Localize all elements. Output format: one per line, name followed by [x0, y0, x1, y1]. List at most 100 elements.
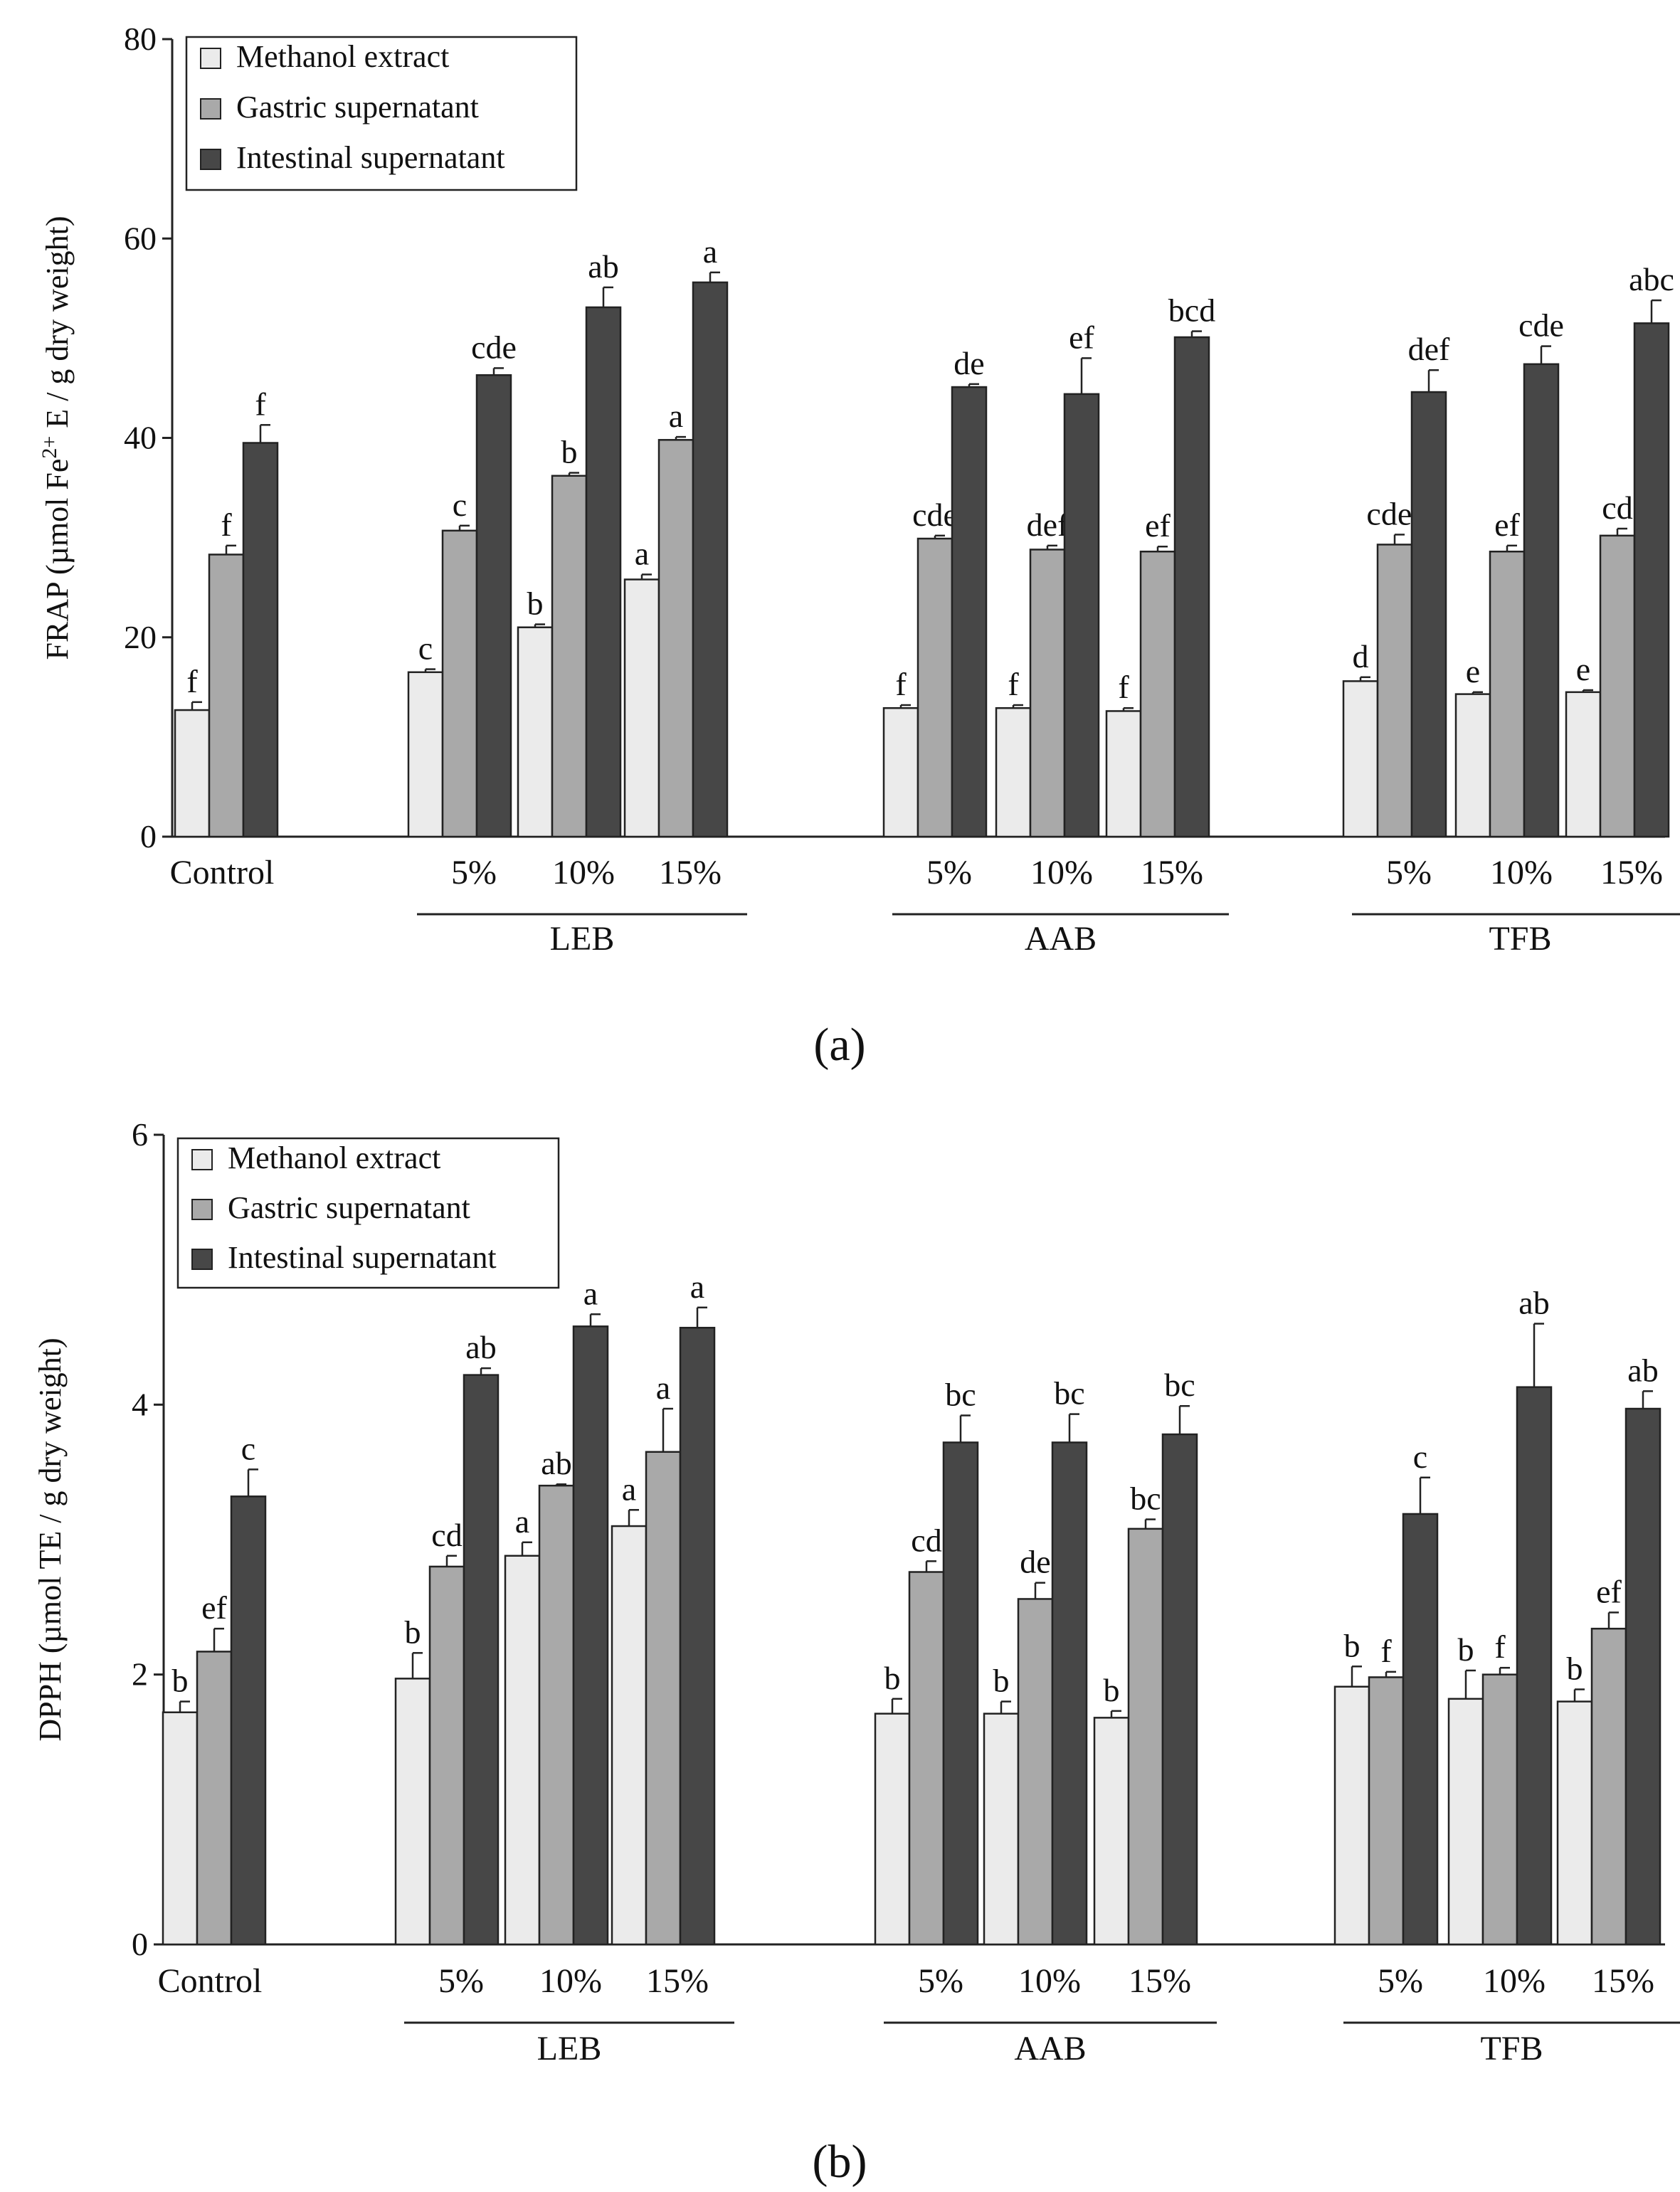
sig-label-b-s0-c6: b	[1104, 1672, 1120, 1708]
sig-label-b-s1-c3: a	[656, 1370, 670, 1406]
bar-b-s1-c7	[1368, 1676, 1405, 1946]
bar-b-s2-c2	[572, 1325, 609, 1946]
bar-a-s1-c7	[1376, 544, 1413, 838]
bar-a-s1-c9	[1599, 534, 1636, 838]
y-tick-label-b-3: 6	[132, 1116, 148, 1153]
bar-a-s1-c0	[208, 554, 245, 838]
bar-b-s2-c1	[463, 1374, 500, 1946]
bar-b-s2-c7	[1402, 1513, 1439, 1946]
sig-label-a-s2-c9: abc	[1629, 261, 1674, 297]
x-tick-label-b-2: 10%	[539, 1962, 602, 2000]
sig-label-b-s0-c7: b	[1344, 1627, 1361, 1663]
legend-swatch-a-1	[200, 98, 221, 120]
bar-b-s0-c7	[1333, 1685, 1370, 1946]
sig-label-b-s1-c5: de	[1020, 1544, 1050, 1580]
bar-b-s0-c1	[394, 1678, 431, 1946]
x-tick-label-a-6: 15%	[1141, 854, 1203, 891]
x-tick-label-b-7: 5%	[1378, 1962, 1423, 2000]
sig-label-a-s0-c3: a	[635, 535, 649, 571]
y-tick-label-b-1: 2	[132, 1656, 148, 1693]
bar-b-s1-c0	[196, 1651, 233, 1946]
x-tick-label-b-0: Control	[158, 1962, 263, 2000]
sig-label-b-s2-c1: ab	[465, 1329, 496, 1365]
legend-swatch-a-0	[200, 48, 221, 69]
bar-a-s0-c6	[1105, 710, 1142, 838]
bar-b-s2-c6	[1161, 1433, 1198, 1946]
y-tick-label-a-4: 80	[124, 21, 157, 57]
sig-label-b-s2-c7: c	[1413, 1439, 1427, 1475]
sig-label-a-s1-c5: def	[1027, 507, 1069, 543]
legend-swatch-b-2	[191, 1249, 213, 1270]
bar-a-s1-c2	[551, 475, 588, 838]
sig-label-b-s0-c3: a	[622, 1471, 636, 1507]
bar-a-s1-c1	[441, 529, 478, 838]
sig-label-b-s2-c6: bc	[1164, 1367, 1195, 1403]
legend-label-a-1: Gastric supernatant	[236, 90, 479, 125]
legend-box-b	[176, 1137, 560, 1289]
bar-b-s1-c9	[1590, 1627, 1627, 1946]
sig-label-b-s2-c2: a	[583, 1275, 598, 1311]
bar-a-s2-c0	[242, 442, 279, 838]
bar-a-s2-c9	[1633, 322, 1670, 838]
group-label-b-2: TFB	[1480, 2030, 1543, 2067]
bar-a-s1-c6	[1139, 550, 1176, 838]
bar-b-s1-c5	[1017, 1598, 1054, 1946]
legend-swatch-b-1	[191, 1199, 213, 1220]
bar-a-s2-c4	[951, 386, 988, 838]
y-axis-label-text-a: FRAP (µmol Fe	[40, 459, 75, 660]
sig-label-b-s0-c0: b	[172, 1663, 189, 1699]
bar-a-s0-c7	[1342, 680, 1379, 838]
bar-b-s1-c8	[1481, 1673, 1518, 1946]
bar-a-s0-c4	[882, 706, 919, 838]
bar-a-s0-c9	[1565, 691, 1602, 838]
y-axis-label-text-b: DPPH (µmol TE / g dry weight)	[33, 1338, 68, 1741]
bar-a-s0-c0	[174, 709, 211, 838]
bar-b-s0-c4	[874, 1712, 911, 1946]
sig-label-a-s2-c2: ab	[588, 248, 618, 285]
group-label-b-0: LEB	[537, 2030, 602, 2067]
y-tick-label-b-0: 0	[132, 1926, 148, 1962]
x-tick-label-a-2: 10%	[552, 854, 615, 891]
x-tick-label-b-1: 5%	[438, 1962, 484, 2000]
y-tick-label-a-1: 20	[124, 619, 157, 655]
sig-label-a-s1-c8: ef	[1494, 507, 1520, 543]
sig-label-b-s0-c2: a	[515, 1503, 529, 1540]
bar-b-s2-c8	[1516, 1386, 1553, 1946]
x-tick-label-a-5: 10%	[1030, 854, 1093, 891]
sig-label-b-s1-c8: f	[1494, 1629, 1506, 1665]
sig-label-b-s0-c4: b	[884, 1660, 901, 1696]
sig-label-a-s0-c1: c	[418, 630, 433, 667]
bar-a-s0-c5	[995, 706, 1032, 838]
bar-a-s1-c4	[916, 537, 953, 838]
sig-label-b-s1-c9: ef	[1596, 1573, 1622, 1609]
legend-label-b-0: Methanol extract	[228, 1140, 440, 1175]
y-tick-label-b-2: 4	[132, 1386, 148, 1422]
sig-label-a-s2-c0: f	[255, 386, 266, 422]
group-label-b-1: AAB	[1014, 2030, 1086, 2067]
sig-label-b-s2-c4: bc	[945, 1377, 976, 1413]
bar-b-s1-c1	[428, 1565, 465, 1946]
bar-b-s2-c0	[230, 1495, 267, 1946]
bar-a-s2-c3	[692, 281, 729, 838]
sig-label-a-s1-c0: f	[221, 507, 232, 543]
sig-label-b-s2-c0: c	[241, 1430, 255, 1466]
bar-b-s0-c9	[1556, 1700, 1593, 1946]
bar-b-s0-c6	[1093, 1717, 1130, 1946]
sig-label-b-s0-c8: b	[1458, 1631, 1474, 1668]
sig-label-b-s2-c3: a	[690, 1269, 704, 1305]
bar-a-s2-c8	[1523, 363, 1560, 838]
legend-box-a	[185, 36, 578, 191]
y-axis-label-suffix-a: E / g dry weight)	[40, 216, 75, 436]
bar-a-s0-c3	[623, 578, 660, 838]
y-axis-label-a: FRAP (µmol Fe2+ E / g dry weight)	[38, 216, 75, 660]
legend-label-a-0: Methanol extract	[236, 39, 449, 74]
panel-label-b: (b)	[813, 2136, 867, 2188]
group-label-a-1: AAB	[1025, 920, 1097, 958]
y-tick-label-a-2: 40	[124, 420, 157, 456]
y-tick-label-a-3: 60	[124, 220, 157, 256]
x-tick-label-a-3: 15%	[659, 854, 722, 891]
sig-label-b-s2-c5: bc	[1054, 1375, 1084, 1412]
sig-label-a-s0-c0: f	[186, 663, 198, 699]
bar-b-s0-c2	[504, 1555, 541, 1946]
